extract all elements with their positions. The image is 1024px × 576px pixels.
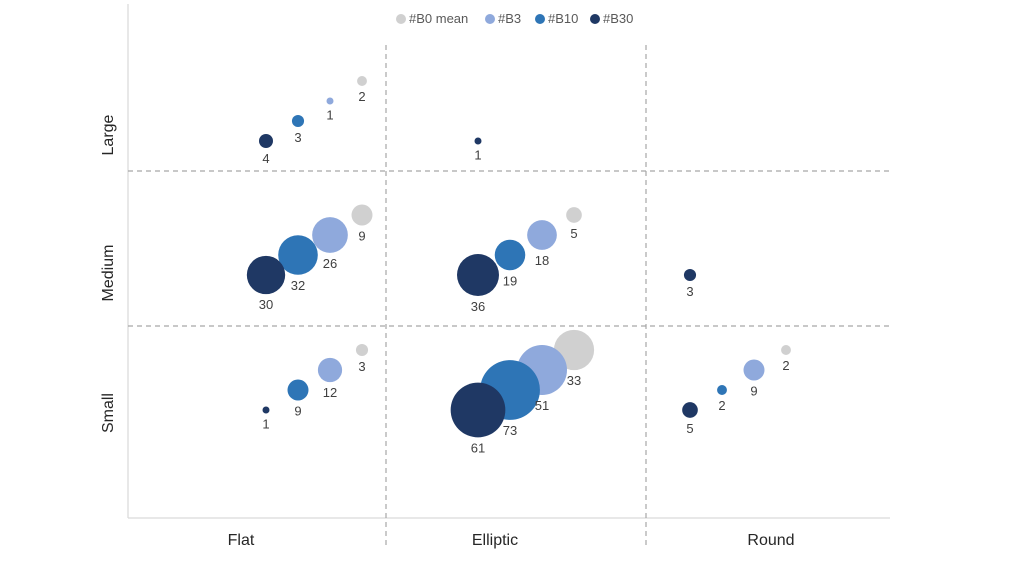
x-tick-label-elliptic: Elliptic [472, 532, 518, 549]
bubble-b10-elliptic-medium [494, 239, 526, 271]
legend-marker-b3 [485, 14, 495, 24]
bubble-b10-flat-large [291, 114, 305, 128]
data-label-b0-mean-elliptic-medium: 5 [570, 226, 577, 241]
legend-label-b0-mean: #B0 mean [409, 11, 468, 26]
data-label-b30-flat-medium: 30 [259, 297, 273, 312]
data-label-b10-flat-small: 9 [294, 404, 301, 419]
data-label-b3-elliptic-small: 51 [535, 398, 549, 413]
bubble-b0-mean-round-small [781, 345, 791, 355]
data-label-b10-elliptic-small: 73 [503, 423, 517, 438]
x-tick-label-flat: Flat [228, 532, 255, 549]
y-tick-label-large: Large [100, 114, 117, 155]
legend-marker-b10 [535, 14, 545, 24]
data-label-b0-mean-flat-large: 2 [358, 89, 365, 104]
legend-label-b30: #B30 [603, 11, 633, 26]
data-label-b10-flat-medium: 32 [291, 278, 305, 293]
legend: #B0 mean #B3 #B10 #B30 [396, 11, 633, 26]
bubble-b0-mean-flat-small [355, 343, 369, 357]
bubble-b3-flat-large [326, 97, 334, 105]
bubble-b10-flat-medium [278, 235, 318, 275]
x-tick-label-round: Round [747, 532, 794, 549]
bubble-b30-elliptic-large [474, 137, 482, 145]
bubble-b10-round-small [717, 385, 727, 395]
bubble-b30-flat-medium [246, 255, 286, 295]
chart-axes [127, 4, 890, 545]
data-label-b0-mean-elliptic-small: 33 [567, 373, 581, 388]
bubble-b30-elliptic-medium [457, 254, 499, 296]
category-labels: Flat Elliptic Round Small Medium Large [100, 114, 795, 549]
data-label-b0-mean-round-small: 2 [782, 358, 789, 373]
data-label-b10-elliptic-medium: 19 [503, 273, 517, 288]
legend-marker-b0-mean [396, 14, 406, 24]
data-label-b10-round-small: 2 [718, 398, 725, 413]
legend-marker-b30 [590, 14, 600, 24]
bubble-b0-mean-flat-large [357, 76, 367, 86]
bubble-b30-flat-small [262, 406, 270, 414]
bubble-b3-flat-small [317, 357, 343, 383]
bubble-b0-mean-elliptic-medium [566, 207, 582, 223]
bubble-b0-mean-flat-medium [351, 204, 373, 226]
data-label-b3-elliptic-medium: 18 [535, 253, 549, 268]
bubble-b30-elliptic-small [450, 382, 506, 438]
legend-label-b10: #B10 [548, 11, 578, 26]
data-label-b3-flat-small: 12 [323, 385, 337, 400]
y-tick-label-small: Small [100, 393, 117, 433]
bubble-b3-elliptic-medium [527, 220, 557, 250]
data-label-b3-round-small: 9 [750, 384, 757, 399]
data-label-b30-round-small: 5 [686, 421, 693, 436]
legend-label-b3: #B3 [498, 11, 521, 26]
bubble-b10-flat-small [287, 379, 309, 401]
data-label-b30-elliptic-medium: 36 [471, 299, 485, 314]
bubble-b3-round-small [743, 359, 765, 381]
bubbles [246, 76, 791, 438]
bubble-b3-flat-medium [312, 217, 348, 253]
bubble-b30-round-medium [683, 268, 697, 282]
data-label-b30-flat-large: 4 [262, 151, 269, 166]
bubble-b30-round-small [682, 402, 698, 418]
data-label-b30-flat-small: 1 [262, 417, 269, 432]
data-label-b0-mean-flat-small: 3 [358, 359, 365, 374]
data-label-b10-flat-large: 3 [294, 130, 301, 145]
data-label-b30-elliptic-small: 61 [471, 440, 485, 455]
data-label-b3-flat-large: 1 [326, 108, 333, 123]
bubble-b30-flat-large [259, 134, 273, 148]
data-label-b30-elliptic-large: 1 [474, 148, 481, 163]
data-label-b0-mean-flat-medium: 9 [358, 229, 365, 244]
data-label-b30-round-medium: 3 [686, 284, 693, 299]
data-label-b3-flat-medium: 26 [323, 256, 337, 271]
y-tick-label-medium: Medium [100, 245, 117, 302]
